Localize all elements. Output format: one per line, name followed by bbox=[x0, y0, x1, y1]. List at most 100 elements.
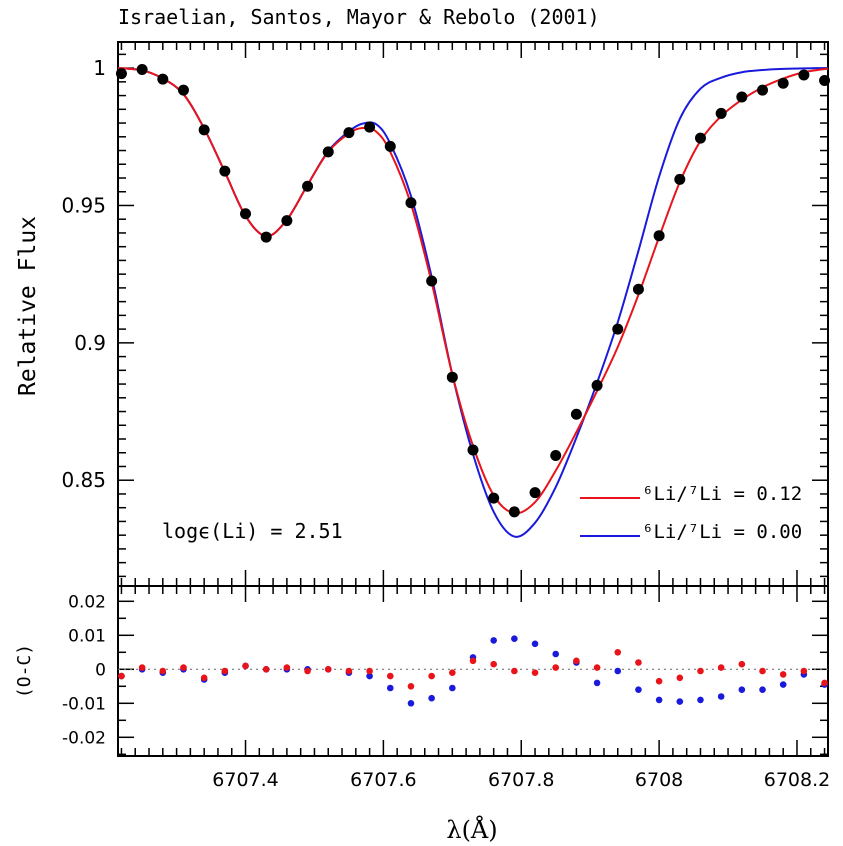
observed-data-point bbox=[550, 449, 562, 461]
residual-point-blue bbox=[490, 637, 497, 644]
residual-point-red bbox=[738, 660, 746, 668]
observed-data-point bbox=[612, 323, 624, 335]
residual-point-blue bbox=[407, 700, 415, 707]
residual-point-blue bbox=[366, 672, 373, 680]
residual-point-red bbox=[676, 674, 684, 682]
model-curve-li-ratio-0.00 bbox=[117, 67, 829, 538]
observed-data-point bbox=[384, 140, 396, 152]
residual-point-blue bbox=[635, 686, 642, 693]
residual-point-red bbox=[531, 669, 539, 676]
residual-point-blue bbox=[552, 650, 560, 658]
observed-data-point bbox=[343, 127, 355, 139]
observed-data-point bbox=[198, 124, 210, 136]
residual-point-red bbox=[221, 667, 229, 675]
x-tick-label: 6707.8 bbox=[488, 769, 554, 791]
observed-data-point bbox=[819, 74, 831, 86]
observed-data-point bbox=[136, 63, 148, 75]
observed-data-point bbox=[715, 107, 727, 119]
observed-data-point bbox=[529, 487, 541, 499]
residual-point-red bbox=[180, 664, 187, 671]
residual-point-red bbox=[366, 667, 373, 675]
observed-data-point bbox=[798, 69, 810, 81]
residual-point-blue bbox=[531, 640, 539, 648]
legend-label-blue: ⁶Li/⁷Li = 0.00 bbox=[642, 521, 802, 543]
residual-point-blue bbox=[717, 693, 725, 700]
x-axis-label: λ(Å) bbox=[446, 815, 497, 844]
observed-data-point bbox=[736, 91, 748, 103]
residual-point-red bbox=[593, 664, 601, 671]
residual-point-blue bbox=[697, 696, 704, 704]
residual-point-red bbox=[200, 674, 208, 682]
observed-data-point bbox=[757, 84, 769, 96]
residual-point-red bbox=[386, 672, 394, 680]
x-tick-label: 6708.2 bbox=[764, 769, 830, 791]
main-y-tick-label: 1 bbox=[93, 56, 106, 80]
residual-point-red bbox=[635, 659, 642, 666]
residual-point-blue bbox=[428, 694, 435, 702]
observed-data-point bbox=[281, 215, 293, 227]
residual-point-red bbox=[304, 667, 311, 675]
observed-data-point bbox=[632, 283, 644, 295]
residual-point-blue bbox=[386, 684, 394, 692]
residual-point-red bbox=[800, 667, 808, 675]
residual-point-red bbox=[428, 672, 435, 680]
x-tick-label: 6707.4 bbox=[212, 769, 278, 791]
observed-data-point bbox=[219, 165, 231, 177]
main-y-axis-label: Relative Flux bbox=[15, 216, 41, 396]
abundance-annotation: logϵ(Li) = 2.51 bbox=[162, 519, 343, 543]
residual-y-axis-label: (O-C) bbox=[14, 644, 35, 698]
residual-point-red bbox=[697, 667, 704, 675]
residual-point-red bbox=[345, 667, 353, 675]
observed-data-point bbox=[302, 180, 314, 192]
residual-point-red bbox=[469, 657, 477, 665]
observed-data-point bbox=[446, 371, 458, 383]
observed-data-point bbox=[157, 73, 169, 85]
residual-point-blue bbox=[593, 679, 601, 687]
observed-data-point bbox=[694, 132, 706, 144]
observed-data-point bbox=[426, 275, 438, 287]
residual-point-blue bbox=[449, 684, 456, 692]
residual-point-red bbox=[262, 666, 270, 673]
residual-point-red bbox=[449, 669, 456, 676]
residual-point-red bbox=[717, 664, 725, 671]
residual-point-blue bbox=[655, 696, 663, 704]
observed-data-point bbox=[591, 379, 603, 391]
observed-data-point bbox=[322, 146, 334, 158]
x-tick-label: 6708 bbox=[635, 769, 683, 791]
main-y-tick-label: 0.95 bbox=[61, 193, 106, 217]
residual-point-red bbox=[407, 683, 415, 690]
observed-data-point bbox=[405, 197, 417, 209]
observed-data-point bbox=[115, 68, 127, 80]
residual-point-red bbox=[511, 667, 518, 675]
residual-point-red bbox=[283, 664, 291, 671]
residual-y-tick-label: 0.02 bbox=[68, 592, 106, 612]
residual-y-tick-label: -0.02 bbox=[62, 728, 106, 748]
observed-data-point bbox=[177, 84, 189, 96]
residual-point-red bbox=[552, 664, 560, 671]
observed-data-point bbox=[508, 506, 520, 518]
observed-data-point bbox=[777, 77, 789, 89]
residual-y-tick-label: -0.01 bbox=[62, 694, 106, 714]
residual-point-red bbox=[118, 672, 125, 680]
residual-panel-frame bbox=[117, 585, 829, 757]
observed-data-point bbox=[467, 444, 479, 456]
residual-point-red bbox=[490, 660, 497, 668]
residual-point-red bbox=[821, 679, 828, 687]
residual-y-tick-label: 0 bbox=[95, 660, 106, 680]
residual-point-red bbox=[573, 657, 580, 665]
residual-point-red bbox=[779, 671, 787, 678]
observed-data-point bbox=[674, 173, 686, 185]
residual-point-blue bbox=[738, 686, 746, 693]
residual-point-red bbox=[614, 649, 622, 656]
residual-point-red bbox=[324, 666, 332, 673]
observed-data-point bbox=[260, 231, 272, 243]
residual-point-blue bbox=[759, 686, 766, 693]
residual-point-red bbox=[655, 677, 663, 685]
x-tick-label: 6707.6 bbox=[350, 769, 416, 791]
observed-data-point bbox=[240, 208, 252, 220]
residual-point-blue bbox=[511, 635, 518, 642]
observed-data-point bbox=[364, 121, 376, 133]
chart-title: Israelian, Santos, Mayor & Rebolo (2001) bbox=[118, 5, 600, 29]
main-y-tick-label: 0.85 bbox=[61, 468, 106, 492]
